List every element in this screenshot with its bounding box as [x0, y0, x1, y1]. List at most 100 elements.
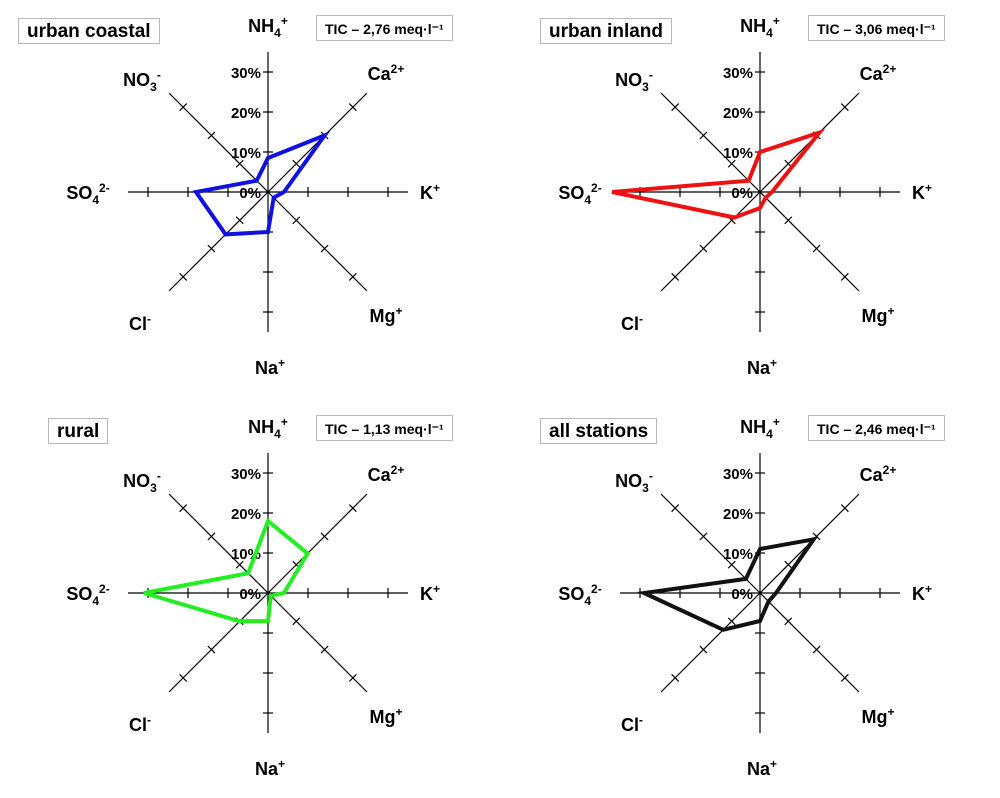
tic-box-rural: TIC – 1,13 meq·l⁻¹ [316, 415, 453, 441]
axis-tick-mg [320, 244, 329, 253]
axis-line-no3 [168, 92, 269, 193]
radial-tick-label: 30% [231, 65, 261, 82]
axis-tick-cl [699, 645, 708, 654]
axis-tick-no3 [727, 159, 736, 168]
radial-tick-label: 0% [731, 586, 753, 603]
axis-tick-no3 [179, 504, 188, 513]
axis-line-no3 [660, 92, 761, 193]
axis-label-ca: Ca2+ [368, 62, 405, 84]
axis-line-mg [759, 592, 860, 693]
axis-label-nh4: NH4+ [248, 415, 288, 441]
axis-label-mg: Mg+ [369, 304, 402, 326]
axis-label-no3: NO3- [615, 469, 653, 495]
data-series-polygon [611, 128, 826, 220]
axis-tick-mg [784, 617, 793, 626]
tic-box-urban-coastal: TIC – 2,76 meq·l⁻¹ [316, 15, 453, 41]
axis-label-na: Na+ [255, 356, 285, 378]
axis-label-so4: SO42- [66, 582, 109, 608]
axis-tick-mg [320, 645, 329, 654]
panel-title-all-stations: all stations [540, 418, 658, 444]
axis-line-cl [168, 592, 269, 693]
radial-tick-label: 0% [731, 185, 753, 202]
axis-label-mg: Mg+ [369, 705, 402, 727]
axis-tick-ca [784, 560, 793, 569]
radial-tick-label: 10% [723, 145, 753, 162]
radial-tick-label: 30% [231, 466, 261, 483]
axis-tick-cl [671, 272, 680, 281]
axis-tick-cl [207, 244, 216, 253]
axis-label-nh4: NH4+ [248, 14, 288, 40]
axis-label-ca: Ca2+ [860, 62, 897, 84]
axis-label-k: K+ [420, 181, 440, 203]
axis-label-k: K+ [420, 582, 440, 604]
axis-tick-mg [348, 272, 357, 281]
panel-title-urban-inland: urban inland [540, 18, 672, 44]
axis-tick-no3 [179, 103, 188, 112]
axis-tick-cl [179, 272, 188, 281]
axis-tick-ca [812, 532, 821, 541]
axis-label-so4: SO42- [558, 181, 601, 207]
axis-tick-mg [292, 617, 301, 626]
axis-tick-mg [840, 673, 849, 682]
axis-line-no3 [168, 493, 269, 594]
radar-panel-1: 0% 10% 20% 30% NH4+ Ca2+ K+ Mg+ Na+ Cl- SO42- NO3- [558, 14, 932, 378]
axis-label-ca: Ca2+ [860, 463, 897, 485]
radial-tick-label: 0% [239, 185, 261, 202]
tic-box-all-stations: TIC – 2,46 meq·l⁻¹ [808, 415, 945, 441]
axis-label-mg: Mg+ [861, 705, 894, 727]
axis-label-k: K+ [912, 582, 932, 604]
axis-tick-no3 [671, 504, 680, 513]
radial-tick-label: 20% [231, 105, 261, 122]
axis-line-cl [660, 592, 761, 693]
radar-panel-0: 0% 10% 20% 30% NH4+ Ca2+ K+ Mg+ Na+ Cl- SO42- NO3- [66, 14, 440, 378]
axis-label-na: Na+ [255, 757, 285, 779]
tic-box-urban-inland: TIC – 3,06 meq·l⁻¹ [808, 15, 945, 41]
axis-label-nh4: NH4+ [740, 14, 780, 40]
axis-label-nh4: NH4+ [740, 415, 780, 441]
axis-line-ca [267, 493, 368, 594]
axis-tick-no3 [207, 532, 216, 541]
axis-tick-no3 [207, 131, 216, 140]
axis-tick-no3 [699, 532, 708, 541]
axis-label-so4: SO42- [558, 582, 601, 608]
axis-tick-mg [812, 645, 821, 654]
axis-line-cl [660, 191, 761, 292]
axis-line-mg [759, 191, 860, 292]
axis-label-cl: Cl- [621, 713, 643, 735]
axis-tick-cl [179, 673, 188, 682]
radial-tick-label: 10% [723, 546, 753, 563]
axis-label-na: Na+ [747, 356, 777, 378]
axis-label-no3: NO3- [123, 469, 161, 495]
axis-tick-no3 [671, 103, 680, 112]
axis-tick-cl [207, 645, 216, 654]
axis-line-no3 [660, 493, 761, 594]
axis-label-ca: Ca2+ [368, 463, 405, 485]
axis-tick-cl [671, 673, 680, 682]
axis-label-cl: Cl- [129, 713, 151, 735]
axis-label-no3: NO3- [123, 68, 161, 94]
axis-tick-ca [840, 504, 849, 513]
radar-panel-3: 0% 10% 20% 30% NH4+ Ca2+ K+ Mg+ Na+ Cl- SO42- NO3- [558, 415, 932, 779]
axis-label-mg: Mg+ [861, 304, 894, 326]
axis-label-so4: SO42- [66, 181, 109, 207]
axis-label-cl: Cl- [129, 312, 151, 334]
axis-tick-no3 [699, 131, 708, 140]
radar-panel-2: 0%10%20%30%NH4+Ca2+K+Mg+Na+Cl-SO42-NO3- [66, 415, 440, 779]
panel-title-rural: rural [48, 418, 109, 444]
axis-label-na: Na+ [747, 757, 777, 779]
axis-tick-ca [348, 103, 357, 112]
radial-tick-label: 30% [723, 466, 753, 483]
radial-tick-label: 10% [231, 145, 261, 162]
radial-tick-label: 20% [231, 506, 261, 523]
axis-tick-mg [812, 244, 821, 253]
axis-line-cl [168, 191, 269, 292]
axis-tick-no3 [727, 560, 736, 569]
data-series-polygon [143, 517, 311, 624]
panel-title-urban-coastal: urban coastal [18, 18, 160, 44]
axis-line-mg [267, 191, 368, 292]
axis-tick-mg [840, 272, 849, 281]
axis-tick-ca [292, 159, 301, 168]
axis-tick-mg [348, 673, 357, 682]
axis-tick-cl [235, 216, 244, 225]
